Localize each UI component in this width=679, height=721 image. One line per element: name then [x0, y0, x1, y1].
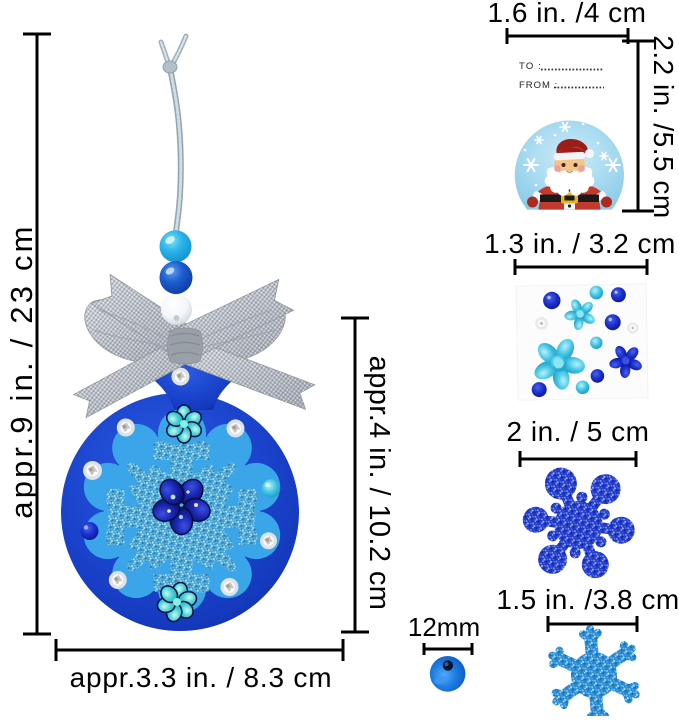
svg-text:2 in. / 5 cm: 2 in. / 5 cm — [507, 416, 650, 447]
svg-text:1.3 in. / 3.2 cm: 1.3 in. / 3.2 cm — [484, 228, 676, 259]
svg-text:appr.9 in. / 23 cm: appr.9 in. / 23 cm — [4, 223, 39, 518]
svg-text:FROM :: FROM : — [519, 80, 558, 91]
svg-text:1.6 in. /4 cm: 1.6 in. /4 cm — [487, 0, 646, 28]
svg-text:appr.3.3 in. / 8.3 cm: appr.3.3 in. / 8.3 cm — [70, 662, 333, 693]
svg-text:1.5 in. /3.8 cm: 1.5 in. /3.8 cm — [496, 584, 679, 615]
svg-text:2.2 in. /5.5 cm: 2.2 in. /5.5 cm — [648, 35, 679, 218]
svg-text:appr.4 in. / 10.2 cm: appr.4 in. / 10.2 cm — [363, 356, 395, 611]
svg-text:12mm: 12mm — [408, 612, 480, 642]
svg-text:TO :: TO : — [519, 61, 542, 72]
